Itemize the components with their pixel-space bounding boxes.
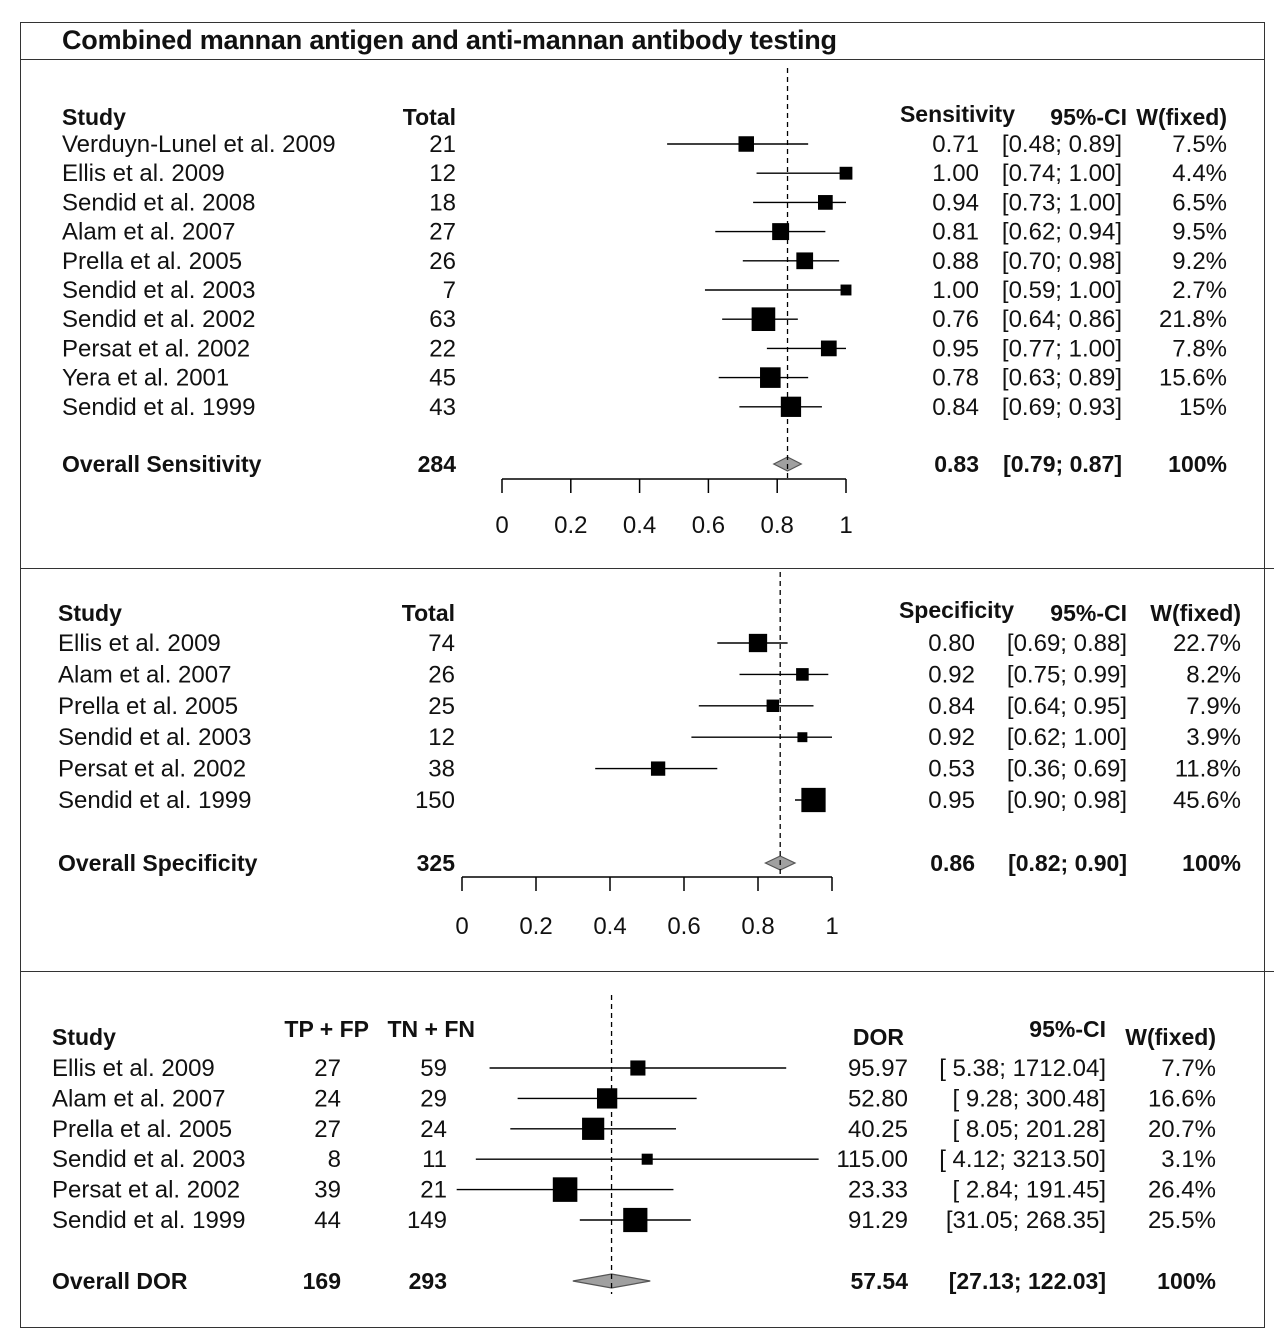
- overall-label: Overall Sensitivity: [62, 451, 262, 477]
- panel-separator: [20, 568, 1274, 569]
- figure-title: Combined mannan antigen and anti-mannan …: [62, 25, 837, 55]
- ci-value: [0.62; 0.94]: [1002, 219, 1122, 246]
- weight-value: 7.8%: [1172, 335, 1227, 362]
- study-label: Ellis et al. 2009: [62, 160, 225, 187]
- point-estimate-square: [796, 252, 814, 270]
- weight-value: 6.5%: [1172, 189, 1227, 216]
- point-estimate-square: [738, 136, 754, 152]
- ci-value: [0.59; 1.00]: [1002, 277, 1122, 304]
- estimate-value: 0.78: [932, 365, 979, 392]
- point-estimate-square: [772, 223, 790, 241]
- ci-value: [0.70; 0.98]: [1002, 248, 1122, 275]
- study-label: Persat et al. 2002: [62, 335, 250, 362]
- header-total: Total: [403, 104, 456, 130]
- ci-value: [0.77; 1.00]: [1002, 335, 1122, 362]
- overall-weight: 100%: [1168, 451, 1227, 477]
- ci-value: [0.63; 0.89]: [1002, 365, 1122, 392]
- weight-value: 4.4%: [1172, 160, 1227, 187]
- weight-value: 9.2%: [1172, 248, 1227, 275]
- x-tick-label: 0.6: [692, 512, 725, 539]
- estimate-value: 0.71: [932, 131, 979, 158]
- study-label: Verduyn-Lunel et al. 2009: [62, 131, 336, 158]
- overall-total: 284: [418, 451, 457, 477]
- ci-value: [0.69; 0.93]: [1002, 394, 1122, 421]
- total-value: 27: [429, 219, 456, 246]
- x-tick-label: 0: [495, 512, 508, 539]
- estimate-value: 0.88: [932, 248, 979, 275]
- x-tick-label: 1: [839, 512, 852, 539]
- total-value: 63: [429, 306, 456, 333]
- study-label: Yera et al. 2001: [62, 365, 229, 392]
- total-value: 18: [429, 189, 456, 216]
- panel-separator: [20, 971, 1274, 972]
- x-tick-label: 0.8: [761, 512, 794, 539]
- weight-value: 15.6%: [1159, 365, 1227, 392]
- study-label: Alam et al. 2007: [62, 219, 235, 246]
- header-weight: W(fixed): [1136, 104, 1227, 130]
- ci-value: [0.73; 1.00]: [1002, 189, 1122, 216]
- point-estimate-square: [760, 367, 781, 388]
- estimate-value: 0.94: [932, 189, 979, 216]
- total-value: 45: [429, 365, 456, 392]
- estimate-value: 1.00: [932, 160, 979, 187]
- weight-value: 7.5%: [1172, 131, 1227, 158]
- point-estimate-square: [840, 284, 852, 296]
- total-value: 26: [429, 248, 456, 275]
- point-estimate-square: [818, 195, 833, 210]
- point-estimate-square: [839, 166, 853, 180]
- point-estimate-square: [751, 307, 776, 332]
- estimate-value: 0.84: [932, 394, 979, 421]
- x-tick-label: 0.4: [623, 512, 656, 539]
- ci-value: [0.48; 0.89]: [1002, 131, 1122, 158]
- estimate-value: 0.95: [932, 335, 979, 362]
- overall-ci: [0.79; 0.87]: [1003, 451, 1122, 477]
- total-value: 43: [429, 394, 456, 421]
- study-label: Sendid et al. 2008: [62, 189, 256, 216]
- total-value: 21: [429, 131, 456, 158]
- weight-value: 2.7%: [1172, 277, 1227, 304]
- study-label: Sendid et al. 2003: [62, 277, 256, 304]
- weight-value: 9.5%: [1172, 219, 1227, 246]
- study-label: Sendid et al. 1999: [62, 394, 256, 421]
- ci-value: [0.74; 1.00]: [1002, 160, 1122, 187]
- weight-value: 21.8%: [1159, 306, 1227, 333]
- header-estimate: Sensitivity: [900, 101, 1015, 127]
- total-value: 7: [443, 277, 456, 304]
- weight-value: 15%: [1179, 394, 1227, 421]
- total-value: 12: [429, 160, 456, 187]
- study-label: Sendid et al. 2002: [62, 306, 256, 333]
- total-value: 22: [429, 335, 456, 362]
- point-estimate-square: [780, 396, 802, 417]
- estimate-value: 0.81: [932, 219, 979, 246]
- figure-frame: [20, 22, 1265, 1328]
- x-tick-label: 0.2: [554, 512, 587, 539]
- estimate-value: 0.76: [932, 306, 979, 333]
- header-ci: 95%-CI: [1050, 104, 1127, 130]
- title-bar: Combined mannan antigen and anti-mannan …: [20, 22, 1265, 60]
- overall-estimate: 0.83: [934, 451, 979, 477]
- point-estimate-square: [820, 340, 837, 357]
- study-label: Prella et al. 2005: [62, 248, 242, 275]
- header-study: Study: [62, 104, 126, 130]
- ci-value: [0.64; 0.86]: [1002, 306, 1122, 333]
- estimate-value: 1.00: [932, 277, 979, 304]
